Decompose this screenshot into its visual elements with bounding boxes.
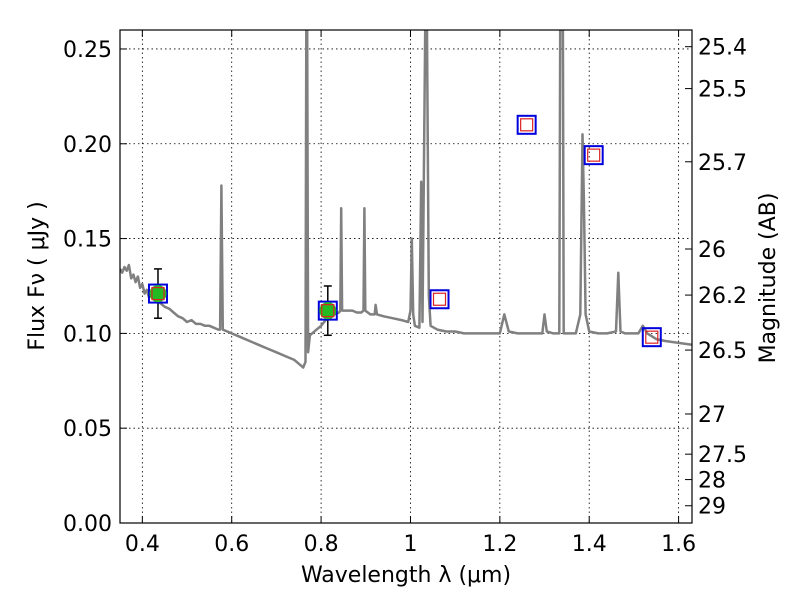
x-tick-label: 1: [403, 532, 417, 557]
x-tick-label: 1.4: [572, 532, 607, 557]
right-tick-label: 28: [698, 469, 726, 494]
spectrum-layer: [120, 30, 692, 369]
right-axis-label: Magnitude (AB): [756, 193, 781, 364]
grid: [120, 30, 692, 524]
observed-point: [319, 302, 337, 320]
right-tick-label: 26.2: [698, 284, 747, 309]
y-tick-label: 0.15: [63, 228, 112, 253]
y-tick-label: 0.10: [63, 322, 112, 347]
right-tick-label: 27.5: [698, 443, 747, 468]
model-square-inner: [151, 286, 165, 301]
plot-frame: [119, 29, 693, 524]
right-tick-label: 25.5: [698, 78, 747, 103]
model-square-inner: [520, 118, 534, 132]
model-square-outer: [317, 300, 338, 321]
model-square-outer: [429, 289, 450, 310]
spectrum-line: [120, 30, 692, 369]
model-square-outer: [516, 114, 537, 135]
model-square-outer: [583, 145, 604, 166]
y-tick-label: 0.20: [63, 133, 112, 158]
model-square-outer: [641, 327, 662, 348]
x-tick-label: 0.4: [125, 532, 160, 557]
axes-ticks: 0.4 0.6 0.8 1 1.2 1.4 1.6 0.00 0.05 0.10 0.15 0.20 0…: [63, 30, 747, 557]
right-tick-label: 25.4: [698, 36, 747, 61]
right-tick-label: 27: [698, 403, 726, 428]
model-square-inner: [645, 330, 659, 344]
right-tick-label: 26.5: [698, 339, 747, 364]
plot-background: [120, 30, 692, 523]
model-square-inner: [432, 292, 447, 306]
y-tick-label: 0.05: [63, 417, 112, 442]
model-square-inner: [321, 304, 335, 318]
x-tick-label: 1.6: [661, 532, 696, 557]
markers-layer: [147, 114, 662, 348]
y-axis-label: Flux Fν ( μJy ): [25, 201, 50, 350]
x-axis-label: Wavelength λ (μm): [301, 563, 511, 588]
right-tick-label: 26: [698, 238, 726, 263]
right-tick-label: 25.7: [698, 151, 747, 176]
model-square-inner: [587, 148, 601, 162]
right-tick-label: 29: [698, 495, 726, 520]
x-tick-label: 0.8: [304, 532, 339, 557]
model-square-outer: [147, 283, 168, 304]
y-tick-label: 0.25: [63, 38, 112, 63]
observed-point: [149, 285, 167, 303]
x-tick-label: 1.2: [482, 532, 517, 557]
y-tick-label: 0.00: [63, 512, 112, 537]
x-tick-label: 0.6: [214, 532, 249, 557]
